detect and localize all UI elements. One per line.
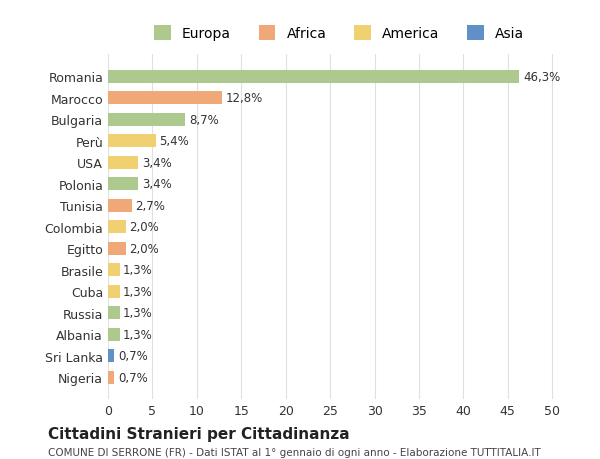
Bar [108,113,185,127]
Text: 0,7%: 0,7% [118,349,148,362]
Text: COMUNE DI SERRONE (FR) - Dati ISTAT al 1° gennaio di ogni anno - Elaborazione TU: COMUNE DI SERRONE (FR) - Dati ISTAT al 1… [48,447,541,457]
Bar [108,307,119,319]
Text: 0,7%: 0,7% [118,371,148,384]
Text: 5,4%: 5,4% [160,135,189,148]
Text: 46,3%: 46,3% [523,71,560,84]
Text: 3,4%: 3,4% [142,157,172,169]
Text: 1,3%: 1,3% [123,307,153,319]
Bar [108,242,126,255]
Text: 1,3%: 1,3% [123,263,153,277]
Bar [108,349,114,362]
Text: 1,3%: 1,3% [123,285,153,298]
Bar [108,199,132,212]
Bar [108,285,119,298]
Text: 8,7%: 8,7% [189,113,218,127]
Bar [108,178,138,191]
Text: 3,4%: 3,4% [142,178,172,191]
Bar [108,328,119,341]
Bar [108,135,156,148]
Text: 1,3%: 1,3% [123,328,153,341]
Text: 12,8%: 12,8% [225,92,263,105]
Bar [108,71,520,84]
Text: 2,0%: 2,0% [130,221,159,234]
Bar [108,371,114,384]
Legend: Europa, Africa, America, Asia: Europa, Africa, America, Asia [149,21,529,46]
Text: 2,7%: 2,7% [136,199,166,212]
Bar [108,221,126,234]
Bar [108,92,222,105]
Text: 2,0%: 2,0% [130,242,159,255]
Bar [108,263,119,276]
Bar [108,157,138,169]
Text: Cittadini Stranieri per Cittadinanza: Cittadini Stranieri per Cittadinanza [48,425,350,441]
